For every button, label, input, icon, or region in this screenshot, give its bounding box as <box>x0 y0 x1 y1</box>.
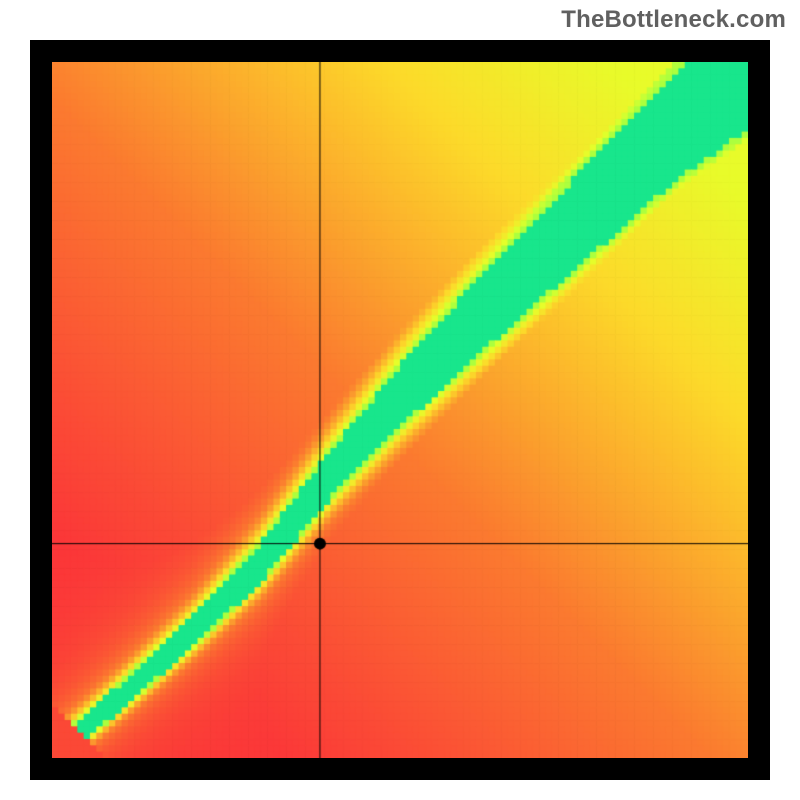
bottleneck-heatmap <box>30 40 770 780</box>
watermark-text: TheBottleneck.com <box>561 6 786 34</box>
heatmap-canvas <box>52 62 748 758</box>
